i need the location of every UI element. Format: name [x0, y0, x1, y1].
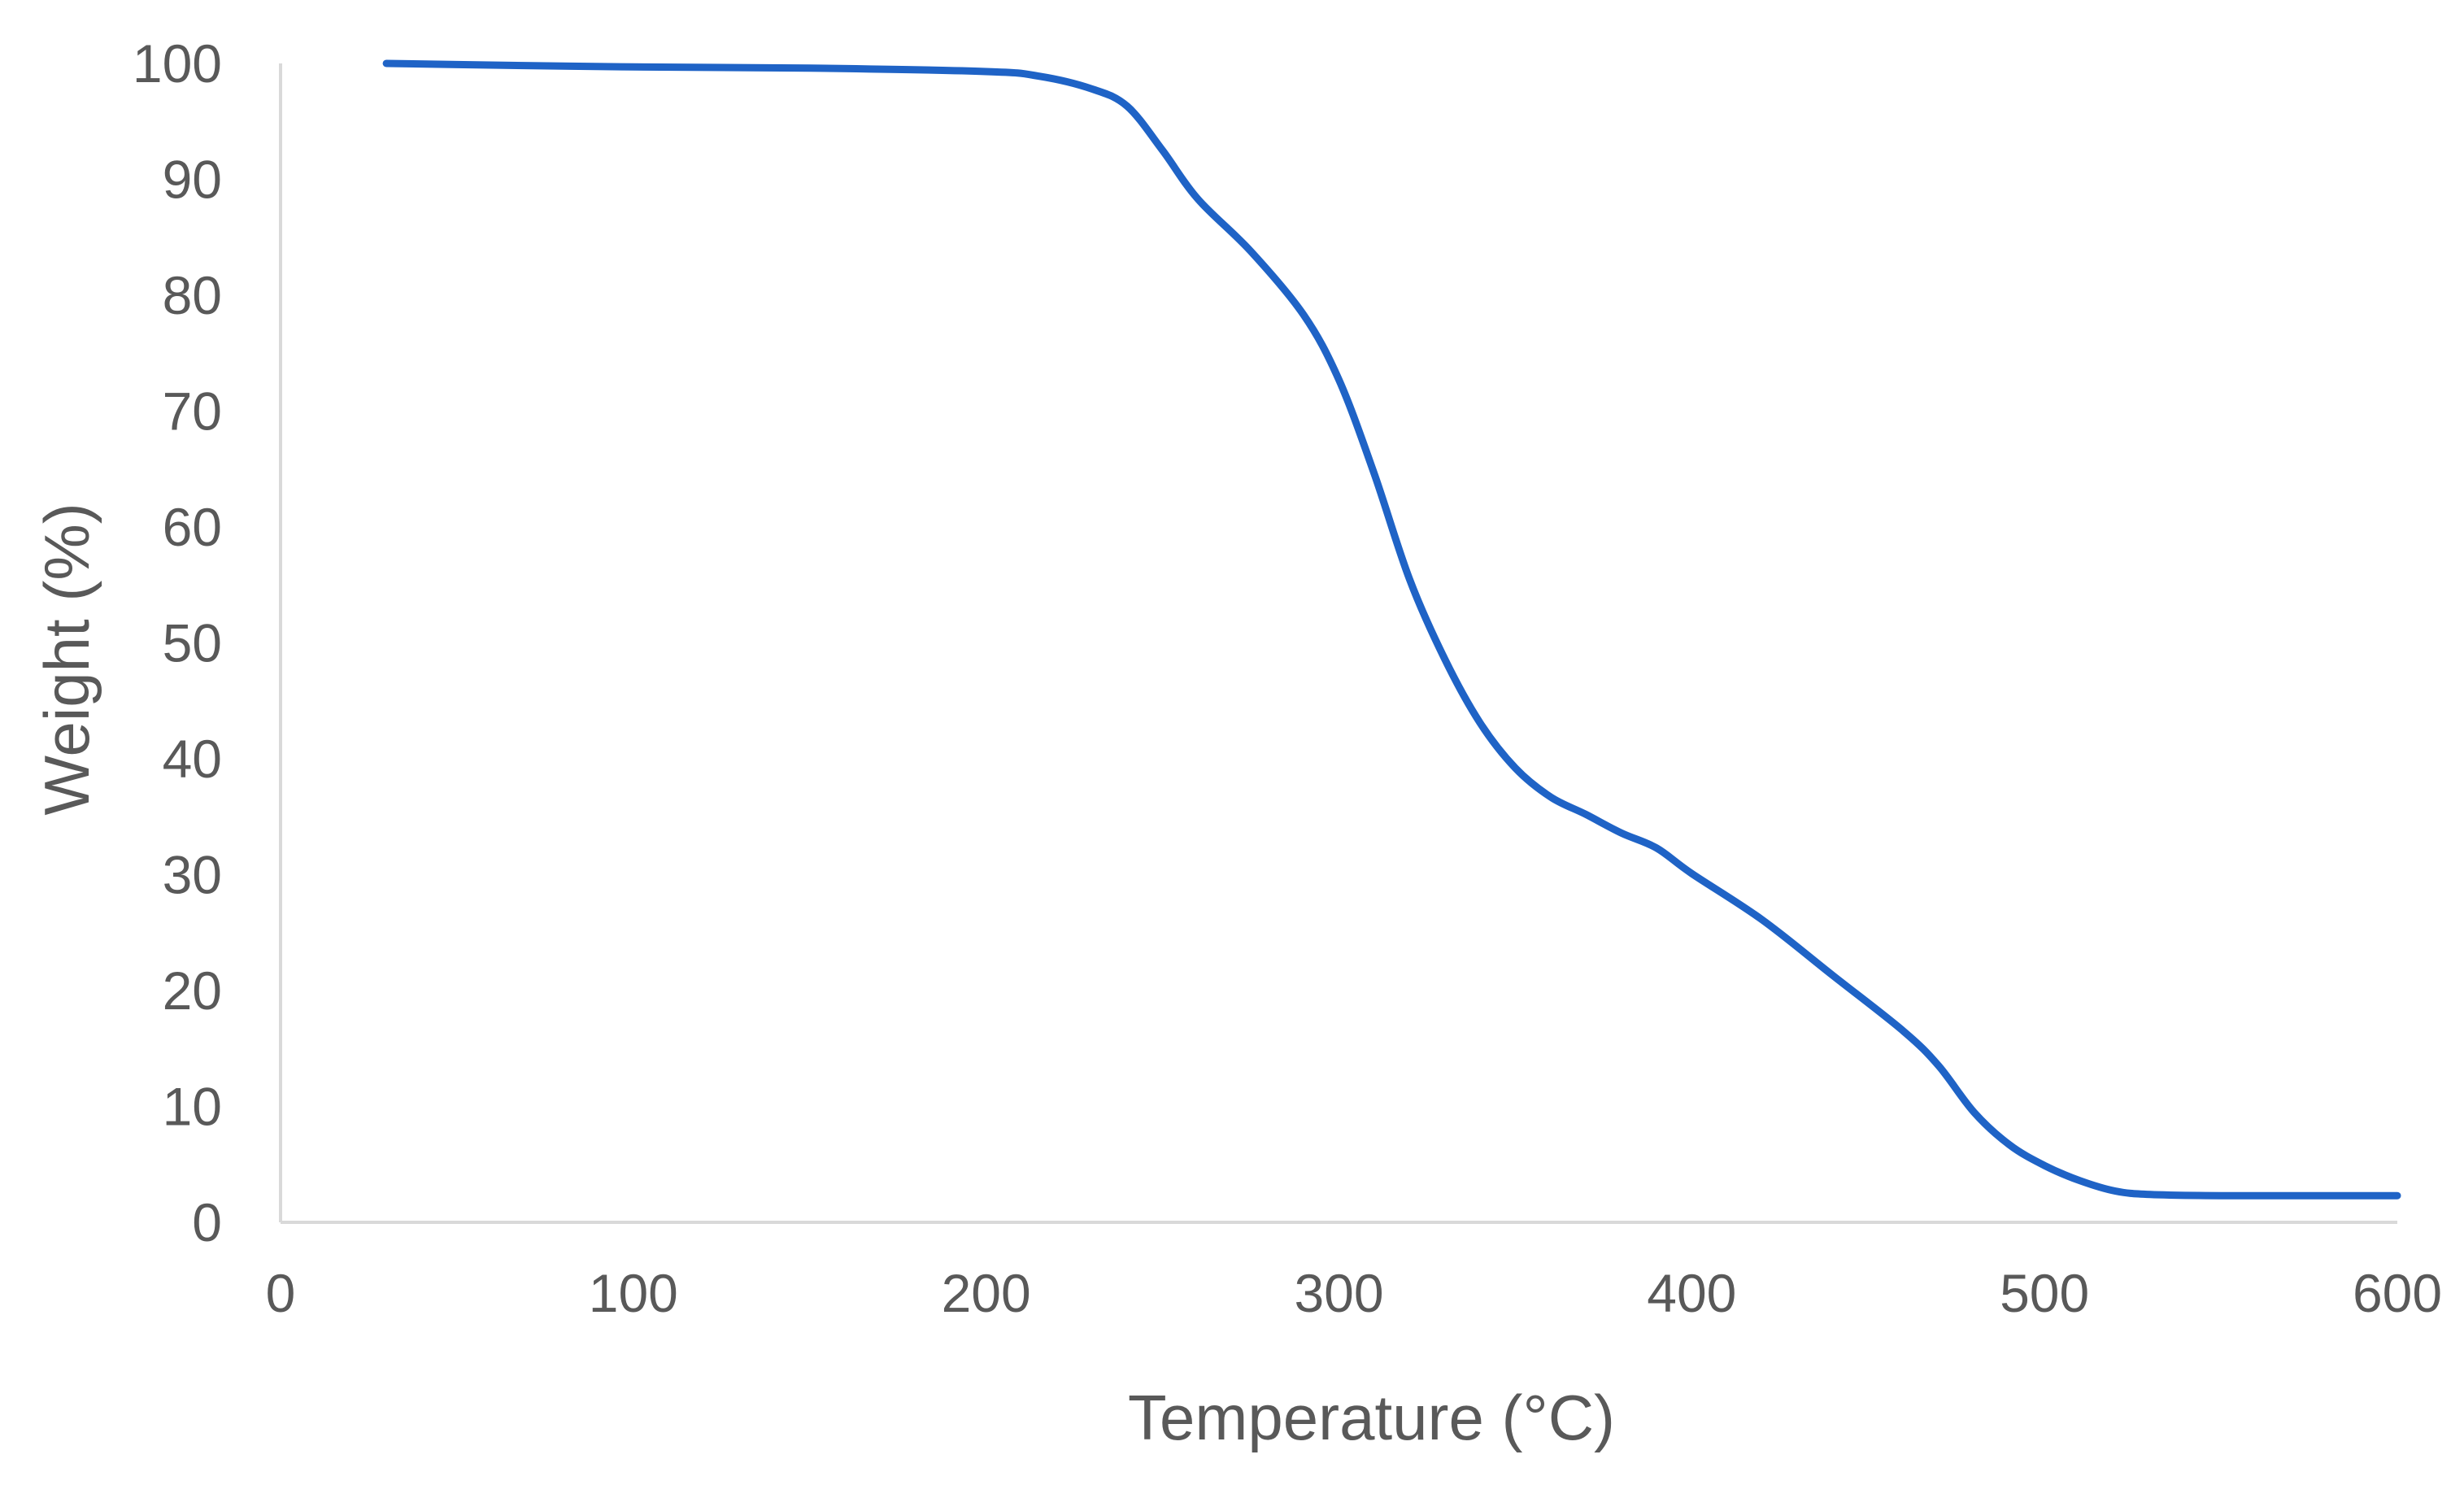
y-tick-label: 60 [163, 497, 222, 557]
y-tick-label: 0 [192, 1192, 222, 1252]
y-tick-label: 80 [163, 265, 222, 325]
y-tick-label: 50 [163, 613, 222, 673]
y-tick-label: 30 [163, 845, 222, 905]
x-axis-title: Temperature (°C) [1128, 1382, 1615, 1453]
x-tick-label: 0 [266, 1263, 296, 1323]
x-tick-label: 300 [1294, 1263, 1383, 1323]
x-tick-label: 100 [589, 1263, 678, 1323]
y-tick-label: 90 [163, 150, 222, 210]
x-tick-label: 400 [1647, 1263, 1736, 1323]
y-tick-label: 100 [133, 33, 222, 94]
y-tick-label: 70 [163, 381, 222, 442]
x-tick-label: 500 [2000, 1263, 2089, 1323]
x-tick-label: 200 [942, 1263, 1031, 1323]
x-tick-labels: 0 100 200 300 400 500 600 [266, 1263, 2442, 1323]
x-tick-label: 600 [2353, 1263, 2442, 1323]
weight-curve [382, 59, 2401, 1200]
y-tick-labels: 0 10 20 30 40 50 60 70 80 90 100 [133, 33, 222, 1252]
y-tick-label: 10 [163, 1077, 222, 1137]
y-tick-label: 20 [163, 960, 222, 1021]
y-axis-title: Weight (%) [31, 503, 102, 815]
y-tick-label: 40 [163, 729, 222, 789]
